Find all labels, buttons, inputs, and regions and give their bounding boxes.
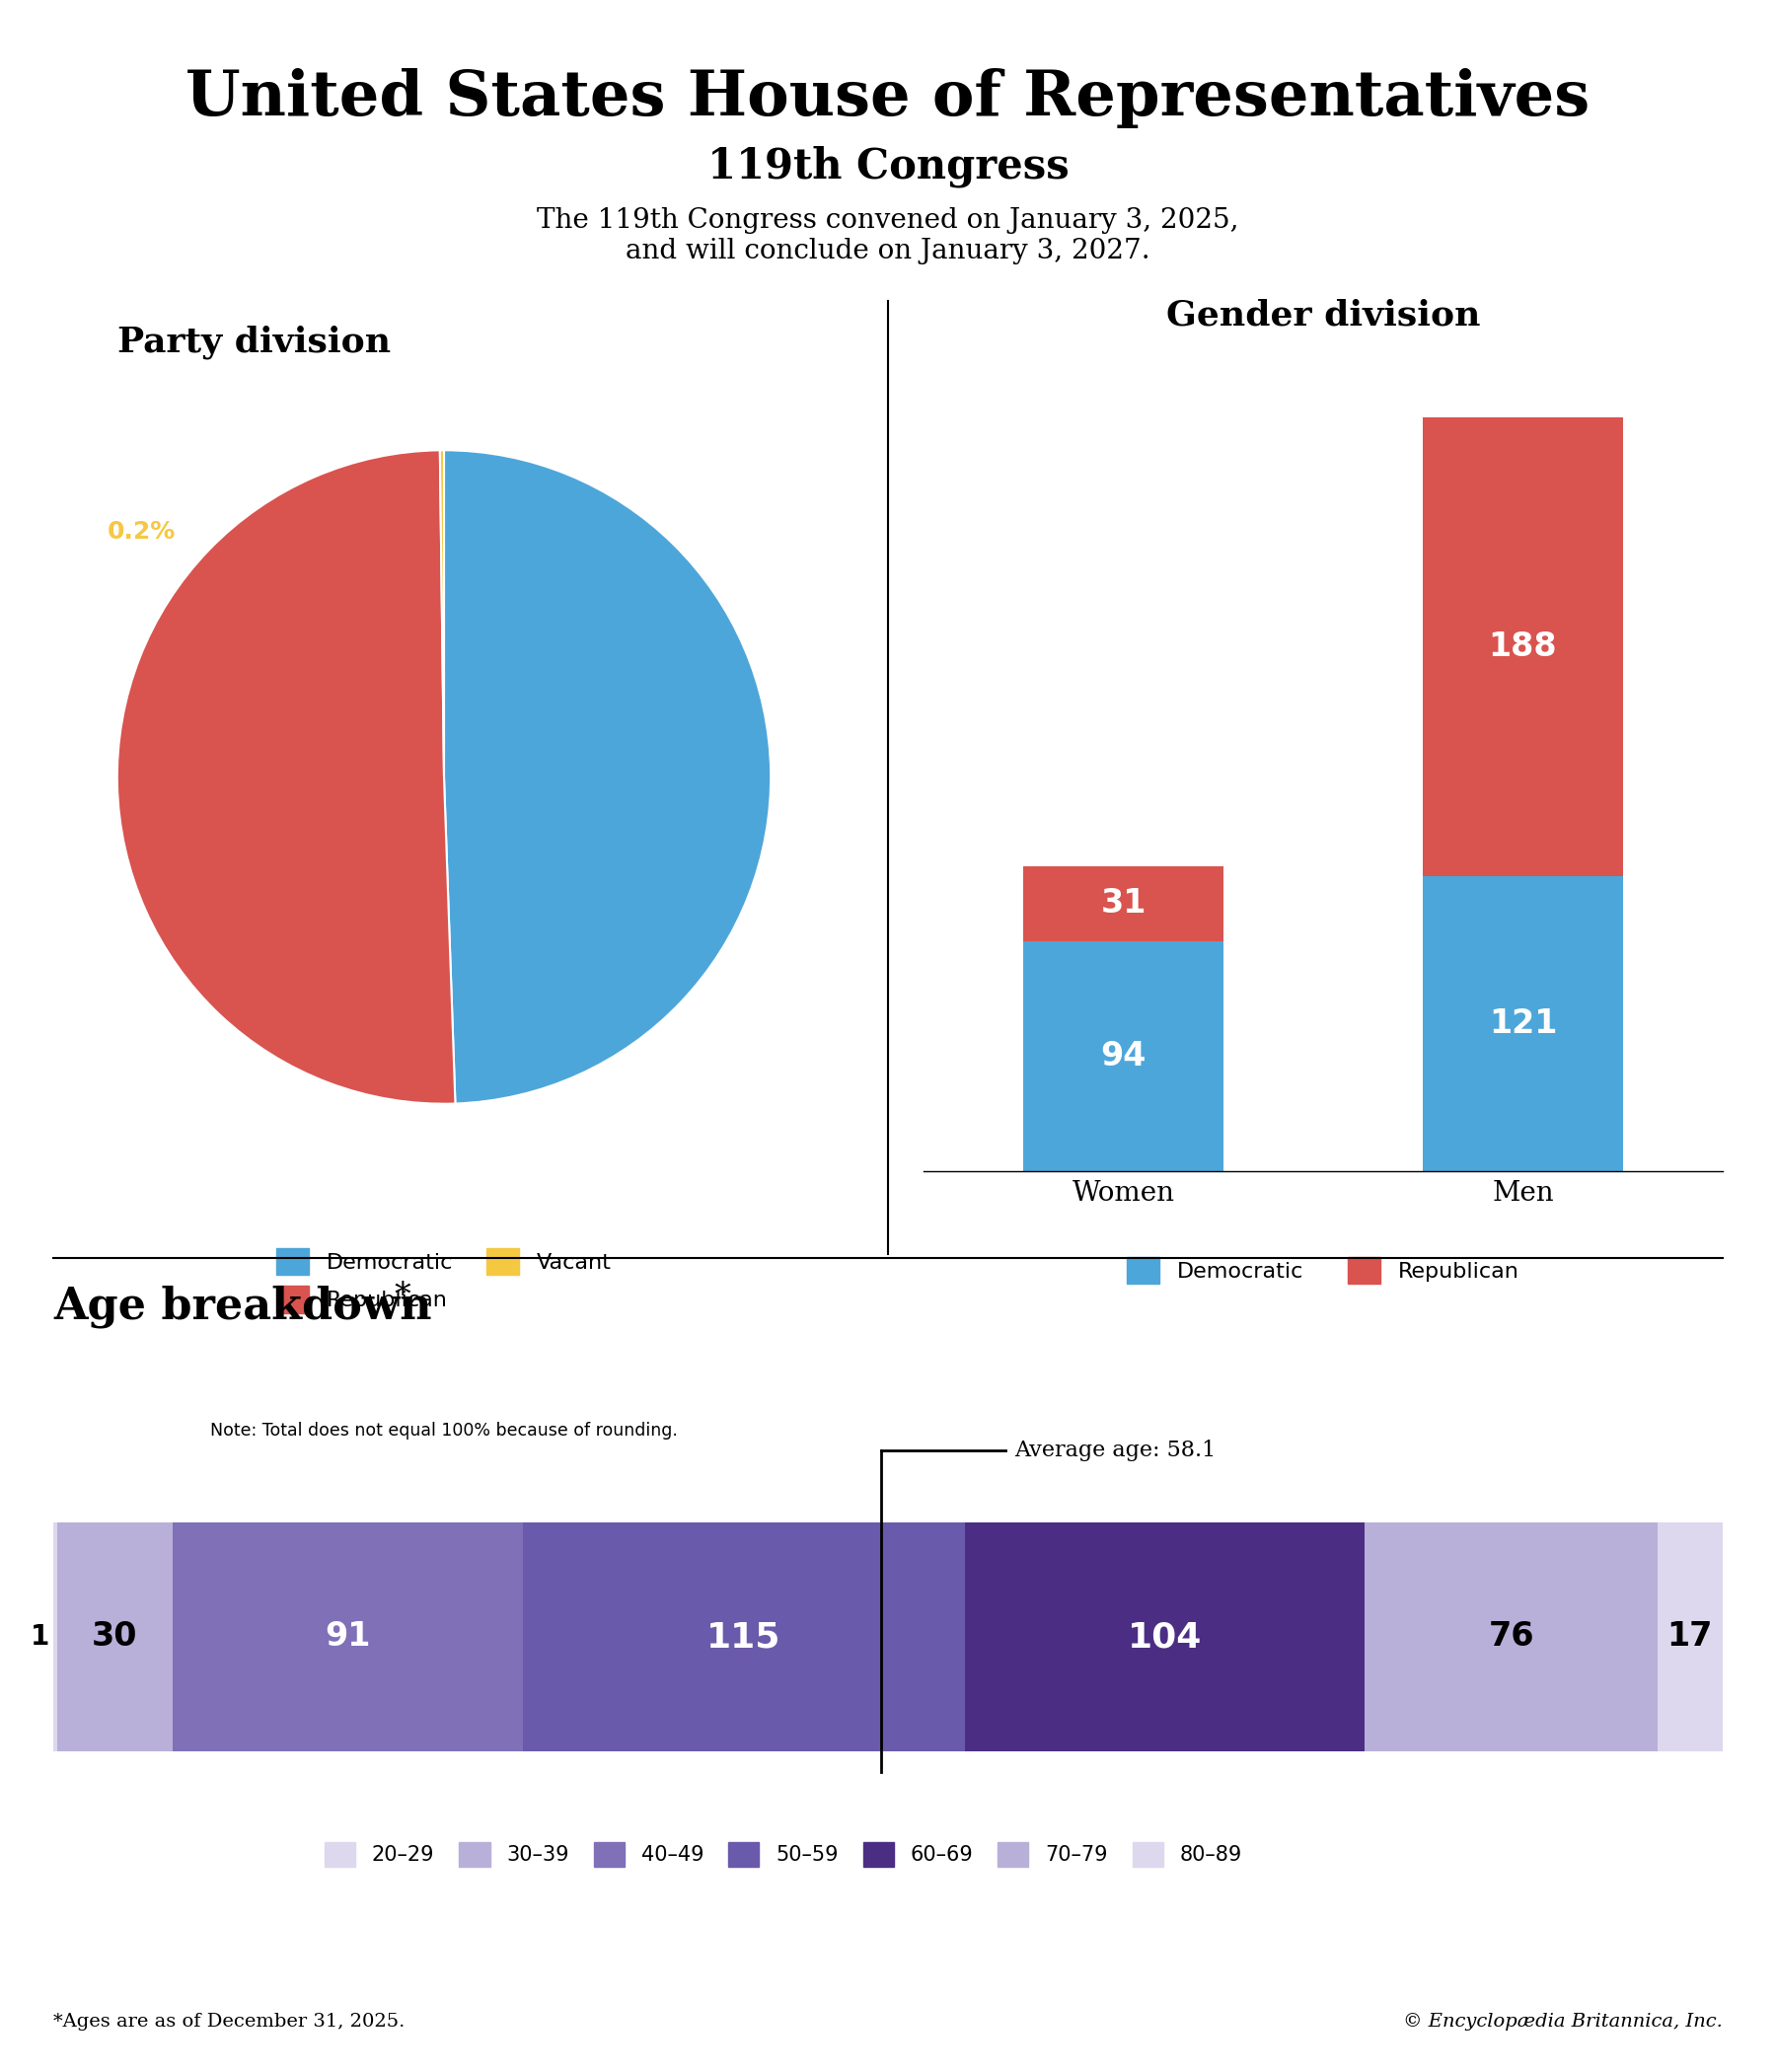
Bar [1366, 1523, 1657, 1751]
Wedge shape [440, 450, 444, 777]
Bar [1657, 1523, 1723, 1751]
Text: The 119th Congress convened on January 3, 2025,
and will conclude on January 3, : The 119th Congress convened on January 3… [536, 207, 1240, 265]
Text: 76: 76 [1488, 1620, 1534, 1653]
Text: Note: Total does not equal 100% because of rounding.: Note: Total does not equal 100% because … [210, 1421, 678, 1440]
Title: Gender division: Gender division [1167, 298, 1479, 332]
Text: Average age: 58.1: Average age: 58.1 [1014, 1440, 1215, 1461]
Bar [1023, 866, 1224, 941]
Legend: Democratic, Republican: Democratic, Republican [1119, 1247, 1527, 1293]
Text: 104: 104 [1128, 1620, 1202, 1653]
Text: 188: 188 [1488, 630, 1558, 663]
Bar [1423, 416, 1623, 876]
Bar [964, 1523, 1366, 1751]
Bar [1023, 941, 1224, 1171]
Text: 0.2%: 0.2% [108, 520, 176, 543]
Text: 119th Congress: 119th Congress [707, 145, 1069, 186]
Text: Party division: Party division [117, 325, 391, 358]
Wedge shape [444, 450, 771, 1104]
Bar [522, 1523, 964, 1751]
Bar [57, 1523, 172, 1751]
Text: 30: 30 [92, 1620, 139, 1653]
Text: 17: 17 [1668, 1620, 1712, 1653]
Text: 91: 91 [325, 1620, 371, 1653]
Text: Age breakdown: Age breakdown [53, 1285, 432, 1328]
Legend: Democratic, Republican, Vacant: Democratic, Republican, Vacant [268, 1239, 620, 1322]
Text: © Encyclopædia Britannica, Inc.: © Encyclopædia Britannica, Inc. [1403, 2012, 1723, 2031]
Bar [53, 1523, 57, 1751]
Legend: 20–29, 30–39, 40–49, 50–59, 60–69, 70–79, 80–89: 20–29, 30–39, 40–49, 50–59, 60–69, 70–79… [316, 1834, 1250, 1875]
Text: 115: 115 [707, 1620, 781, 1653]
Text: *Ages are as of December 31, 2025.: *Ages are as of December 31, 2025. [53, 2012, 405, 2031]
Bar [172, 1523, 522, 1751]
Bar [1423, 876, 1623, 1171]
Text: 31: 31 [1101, 887, 1146, 920]
Text: *: * [394, 1280, 410, 1312]
Text: 121: 121 [1488, 1007, 1558, 1040]
Text: 1: 1 [30, 1622, 50, 1651]
Text: United States House of Representatives: United States House of Representatives [186, 68, 1590, 128]
Text: 94: 94 [1101, 1040, 1146, 1073]
Text: 49.4%: 49.4% [591, 831, 677, 854]
Wedge shape [117, 450, 455, 1104]
